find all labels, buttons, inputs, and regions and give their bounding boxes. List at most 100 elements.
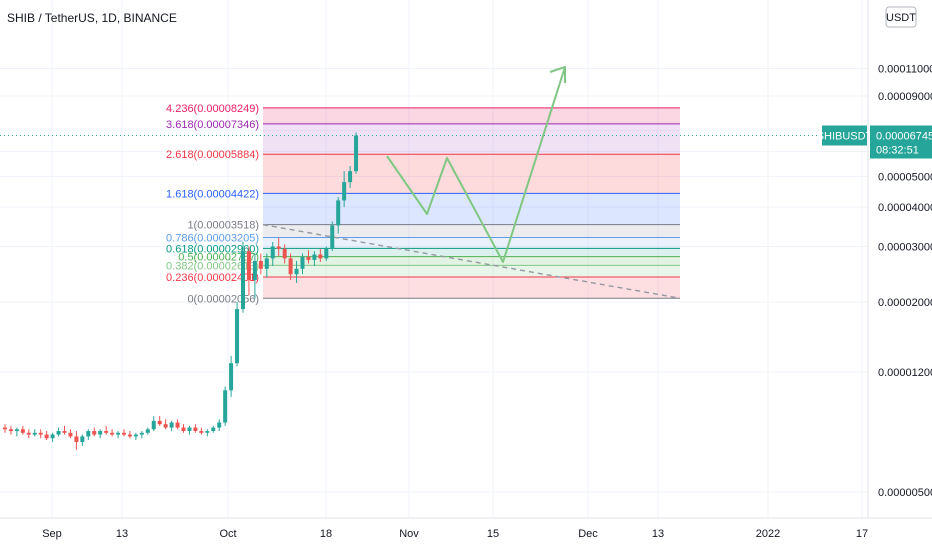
price-badge-bg bbox=[870, 125, 932, 159]
fibonacci-extension[interactable]: 4.236(0.00008249) 3.618(0.00007346) 2.618(… bbox=[166, 103, 681, 305]
price-tick-label: 0.00009000 bbox=[878, 91, 932, 103]
candlestick-series bbox=[3, 132, 359, 450]
last-price-value: 0.00006745 bbox=[876, 131, 932, 143]
candle-body bbox=[354, 135, 359, 172]
fib-level-label: 3.618(0.00007346) bbox=[166, 119, 259, 131]
price-tick-label: 0.00011000 bbox=[878, 64, 932, 76]
candle-body bbox=[127, 434, 132, 437]
candle-body bbox=[3, 427, 7, 430]
candle-body bbox=[294, 268, 299, 275]
symbol-badge-label: SHIBUSDT bbox=[817, 131, 873, 143]
candle-body bbox=[62, 431, 67, 433]
price-tick-label: 0.00000500 bbox=[878, 487, 932, 499]
time-tick-label: 17 bbox=[856, 528, 868, 540]
candle-body bbox=[264, 258, 269, 269]
drawings-layer[interactable] bbox=[0, 66, 868, 263]
candle-body bbox=[116, 432, 121, 435]
fib-zone bbox=[263, 277, 680, 299]
candle-body bbox=[342, 182, 347, 201]
fib-level-label: 0.5(0.00002787) bbox=[178, 252, 259, 264]
candle-body bbox=[151, 420, 156, 430]
fib-level-label: 4.236(0.00008249) bbox=[166, 103, 259, 115]
symbol-title: SHIB / TetherUS, 1D, BINANCE bbox=[7, 11, 177, 25]
candle-body bbox=[14, 429, 19, 432]
last-price-badge: SHIBUSDT 0.00006745 08:32:51 bbox=[817, 125, 932, 159]
candle-body bbox=[235, 309, 240, 364]
time-tick-label: Dec bbox=[578, 528, 598, 540]
time-axis[interactable]: Sep 13 Oct 18 Nov 15 Dec 13 2022 17 bbox=[0, 517, 932, 540]
candle-body bbox=[157, 420, 162, 425]
candle-body bbox=[175, 422, 180, 428]
candle-body bbox=[181, 427, 186, 432]
symbol-badge-bg bbox=[822, 125, 867, 146]
candle-body bbox=[270, 246, 275, 259]
candle-body bbox=[258, 260, 263, 269]
fib-zone bbox=[263, 265, 680, 278]
time-tick-label: Nov bbox=[399, 528, 419, 540]
candle-body bbox=[199, 431, 204, 433]
fib-level-label: 0.786(0.00003205) bbox=[166, 232, 259, 244]
candle-body bbox=[110, 432, 115, 435]
time-tick-label: 13 bbox=[652, 528, 664, 540]
price-tick-label: 0.00005000 bbox=[878, 172, 932, 184]
fib-zone bbox=[263, 193, 680, 225]
candle-body bbox=[217, 422, 222, 428]
time-tick-label: 15 bbox=[487, 528, 499, 540]
candle-body bbox=[145, 429, 150, 433]
candle-body bbox=[44, 434, 49, 439]
candle-body bbox=[56, 431, 61, 435]
candle-body bbox=[74, 436, 79, 443]
candle-body bbox=[312, 254, 317, 260]
candle-body bbox=[324, 248, 329, 259]
time-tick-label: 13 bbox=[116, 528, 128, 540]
candle-body bbox=[252, 260, 257, 280]
fib-zone bbox=[263, 107, 680, 124]
time-tick-label: Oct bbox=[219, 528, 236, 540]
candle-body bbox=[318, 254, 323, 259]
candle-body bbox=[139, 432, 144, 435]
candle-body bbox=[205, 431, 210, 433]
fib-level-label: 2.618(0.00005884) bbox=[166, 149, 259, 161]
candle-body bbox=[80, 436, 85, 443]
candle-body bbox=[241, 251, 245, 310]
candle-body bbox=[92, 431, 97, 435]
fib-zone bbox=[263, 237, 680, 249]
fib-zone bbox=[263, 154, 680, 194]
candle-body bbox=[187, 427, 192, 432]
candle-body bbox=[211, 427, 216, 432]
candle-body bbox=[163, 424, 168, 428]
fib-zone bbox=[263, 248, 680, 257]
price-tick-label: 0.00003000 bbox=[878, 242, 932, 254]
candle-body bbox=[20, 429, 25, 433]
currency-label: USDT bbox=[886, 12, 916, 24]
price-axis[interactable]: 0.000110000.000090000.000070000.00006000… bbox=[867, 0, 932, 518]
candle-body bbox=[223, 390, 228, 423]
time-tick-label: Sep bbox=[42, 528, 62, 540]
candle-body bbox=[336, 200, 341, 226]
projection-path[interactable] bbox=[386, 66, 566, 263]
candle-countdown: 08:32:51 bbox=[876, 145, 919, 157]
candle-body bbox=[133, 434, 138, 437]
time-tick-label: 2022 bbox=[756, 528, 780, 540]
candle-body bbox=[288, 258, 293, 275]
candle-body bbox=[50, 434, 55, 439]
price-tick-label: 0.00001200 bbox=[878, 367, 932, 379]
candle-body bbox=[122, 432, 126, 435]
fib-zone bbox=[263, 123, 680, 155]
candle-body bbox=[348, 171, 353, 183]
candle-body bbox=[104, 431, 109, 433]
candle-body bbox=[330, 225, 335, 249]
trend-line[interactable] bbox=[262, 223, 681, 299]
candle-body bbox=[32, 432, 37, 435]
candle-body bbox=[306, 256, 311, 260]
candle-body bbox=[282, 248, 287, 259]
candle-body bbox=[8, 429, 13, 432]
candle-body bbox=[68, 432, 73, 437]
fib-level-label: 1.618(0.00004422) bbox=[166, 188, 259, 200]
currency-button[interactable]: USDT bbox=[885, 6, 917, 28]
candle-body bbox=[246, 251, 251, 280]
time-tick-label: 18 bbox=[320, 528, 332, 540]
candle-body bbox=[229, 363, 234, 391]
